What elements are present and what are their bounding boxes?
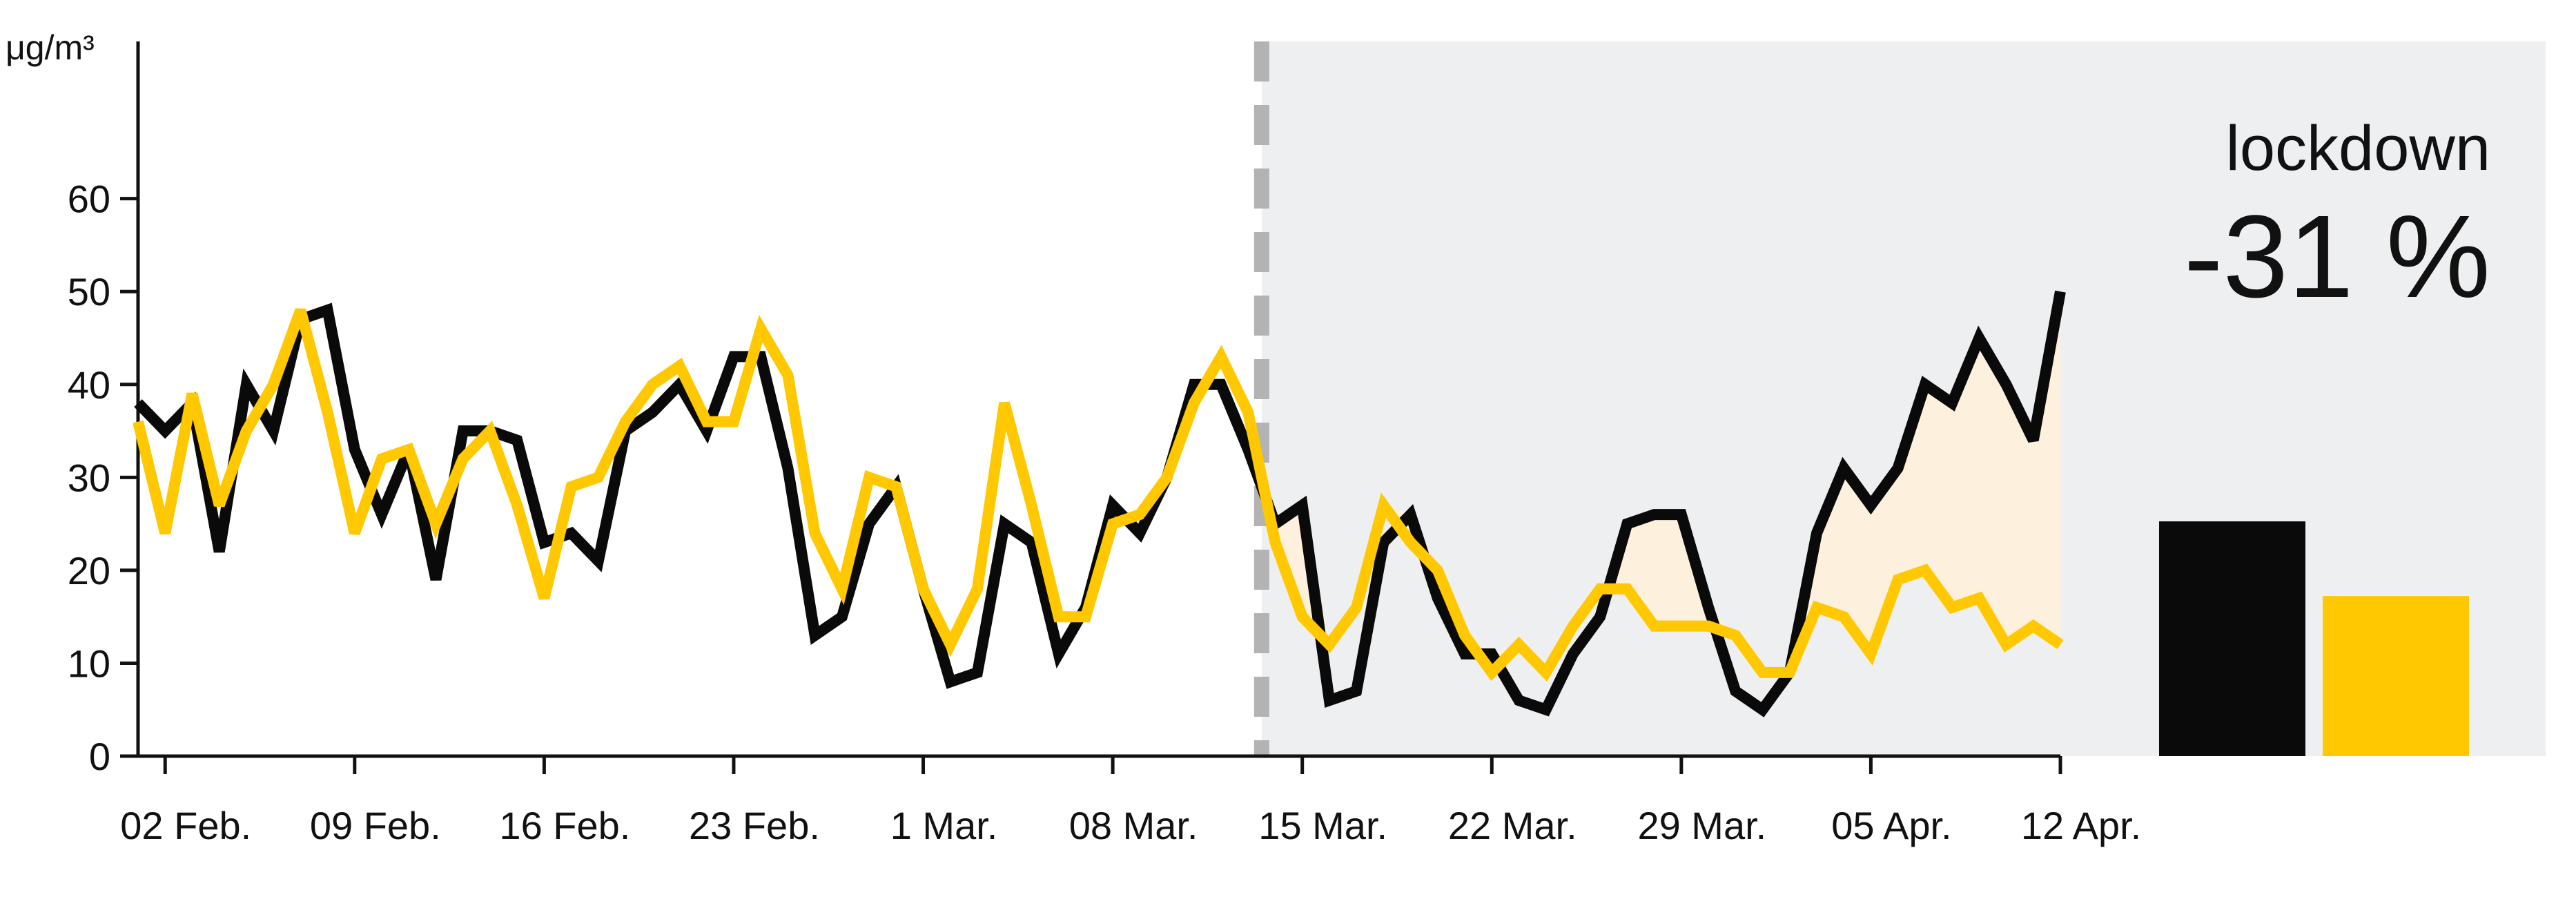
y-tick-label: 30	[68, 456, 110, 499]
x-ticks: 02 Feb. 09 Feb. 16 Feb. 23 Feb. 1 Mar. 08 Mar…	[120, 756, 2141, 847]
lockdown-change-value: -31 %	[2184, 191, 2490, 322]
x-tick-label: 23 Feb.	[689, 804, 820, 847]
summary-bar-1	[2159, 521, 2305, 756]
x-tick-label: 08 Mar.	[1069, 804, 1198, 847]
y-tick-label: 40	[68, 363, 110, 407]
y-ticks: 0 10 20 30 40 50 60	[68, 177, 138, 778]
x-tick-label: 02 Feb.	[120, 804, 251, 847]
x-tick-label: 09 Feb.	[310, 804, 441, 847]
summary-bar-2	[2323, 596, 2469, 756]
x-tick-label: 22 Mar.	[1448, 804, 1577, 847]
series-line-2	[133, 308, 2064, 682]
x-tick-label: 15 Mar.	[1258, 804, 1387, 847]
x-tick-label: 05 Apr.	[1831, 804, 1951, 847]
x-tick-label: 16 Feb.	[499, 804, 630, 847]
summary-bars	[2159, 521, 2469, 756]
axes: 0 10 20 30 40 50 60 02 Feb. 09 Feb. 16 Feb. 23 Fe…	[68, 41, 2141, 847]
lockdown-label: lockdown	[2225, 113, 2490, 184]
y-axis-unit-label: μg/m³	[6, 28, 95, 67]
series-layer	[133, 290, 2066, 717]
y-tick-label: 20	[68, 549, 110, 592]
difference-area	[1275, 291, 2060, 673]
y-tick-label: 10	[68, 642, 110, 685]
y-tick-label: 60	[68, 177, 110, 221]
x-tick-label: 1 Mar.	[890, 804, 998, 847]
y-tick-label: 50	[68, 270, 110, 314]
y-tick-label: 0	[89, 735, 110, 778]
x-tick-label: 29 Mar.	[1637, 804, 1766, 847]
x-tick-label: 12 Apr.	[2021, 804, 2141, 847]
